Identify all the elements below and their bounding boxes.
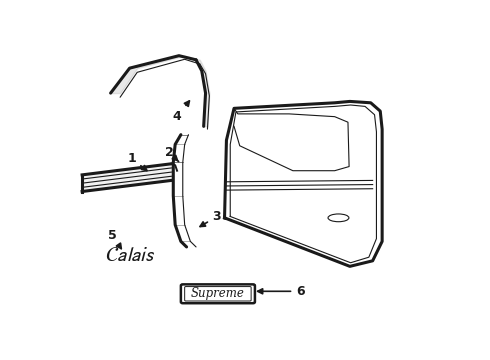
Text: 4: 4	[172, 101, 190, 123]
Text: 1: 1	[127, 152, 147, 171]
Text: 6: 6	[258, 285, 305, 298]
Text: 2: 2	[165, 146, 179, 162]
Text: 3: 3	[200, 210, 221, 226]
Text: 5: 5	[108, 229, 122, 249]
FancyBboxPatch shape	[181, 284, 255, 303]
FancyBboxPatch shape	[185, 287, 251, 301]
Text: Supreme: Supreme	[191, 287, 245, 300]
Text: $\mathcal{Calais}$: $\mathcal{Calais}$	[105, 245, 155, 265]
Polygon shape	[82, 164, 172, 192]
